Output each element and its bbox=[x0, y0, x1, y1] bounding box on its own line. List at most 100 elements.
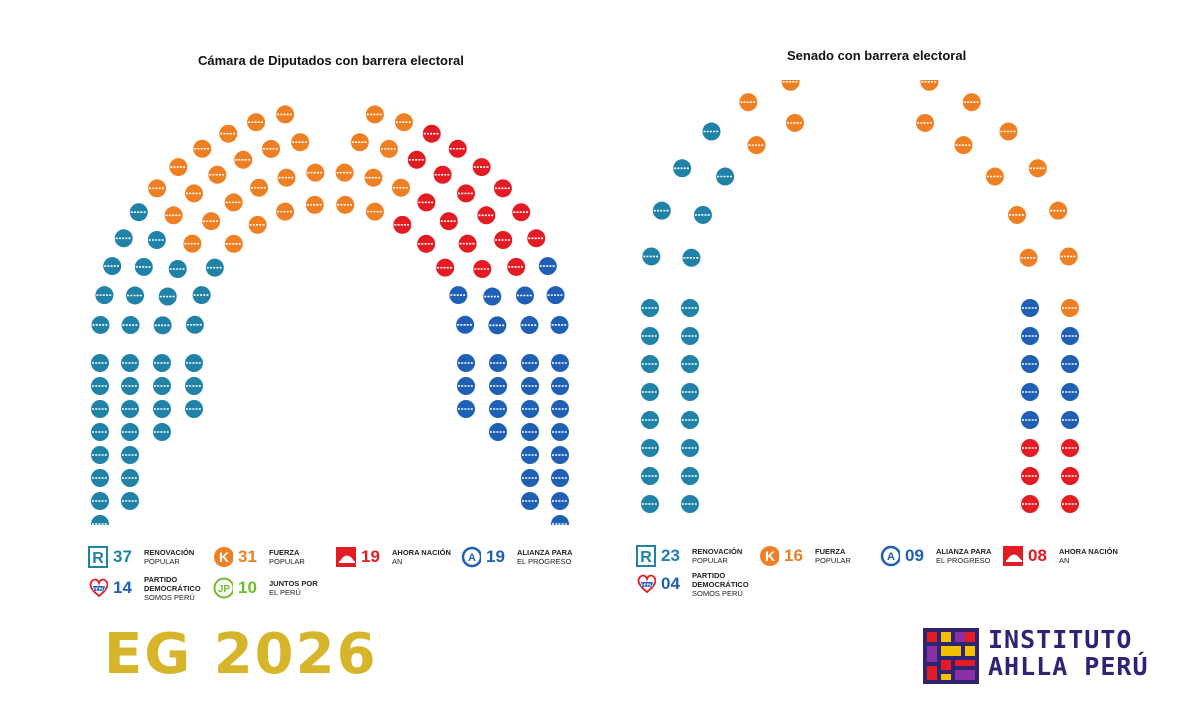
event-label: EG 2026 bbox=[104, 622, 378, 687]
seat-16 bbox=[153, 377, 171, 395]
legend-party-name: AHORA NACIÓN AN bbox=[392, 548, 451, 566]
seat-27 bbox=[920, 80, 939, 91]
legend-seats: 19 bbox=[486, 547, 505, 566]
legend-party-name: RENOVACIÓN POPULAR bbox=[692, 547, 743, 565]
seat-24 bbox=[153, 316, 172, 335]
seat-11 bbox=[121, 400, 139, 418]
seat-90 bbox=[515, 286, 534, 305]
seat-26 bbox=[781, 80, 800, 91]
seat-89 bbox=[483, 287, 502, 306]
ahora-hat-icon bbox=[336, 546, 356, 568]
seat-32 bbox=[168, 260, 187, 279]
seat-70 bbox=[393, 215, 412, 234]
legend-party-name: RENOVACIÓN POPULAR bbox=[144, 548, 195, 566]
seat-7 bbox=[91, 423, 109, 441]
seat-105 bbox=[521, 400, 539, 418]
seat-38 bbox=[164, 206, 183, 225]
seat-51 bbox=[1021, 467, 1039, 485]
seat-116 bbox=[521, 492, 539, 510]
seat-17 bbox=[185, 377, 203, 395]
seat-37 bbox=[1059, 247, 1078, 266]
legend-item-renovacion: R 23 RENOVACIÓN POPULAR bbox=[636, 543, 742, 569]
seat-103 bbox=[457, 377, 475, 395]
seat-dot bbox=[91, 515, 109, 525]
seat-31 bbox=[134, 257, 153, 276]
seat-48 bbox=[1061, 439, 1079, 457]
seat-47 bbox=[248, 215, 267, 234]
seat-65 bbox=[394, 113, 413, 132]
svg-text:K: K bbox=[219, 549, 229, 565]
legend-seats: 19 bbox=[361, 547, 380, 566]
seat-29 bbox=[103, 257, 122, 276]
seat-13 bbox=[185, 400, 203, 418]
seat-78 bbox=[493, 179, 512, 198]
seat-69 bbox=[422, 124, 441, 143]
svg-text:PERÚ: PERÚ bbox=[93, 585, 106, 591]
seat-39 bbox=[1021, 299, 1039, 317]
seat-4 bbox=[641, 439, 659, 457]
seat-3 bbox=[681, 467, 699, 485]
seat-15 bbox=[121, 377, 139, 395]
seat-114 bbox=[521, 469, 539, 487]
seat-45 bbox=[208, 165, 227, 184]
seat-93 bbox=[488, 316, 507, 335]
seat-dot bbox=[551, 515, 569, 525]
seat-32 bbox=[985, 167, 1004, 186]
seat-6 bbox=[641, 411, 659, 429]
seat-21 bbox=[716, 167, 735, 186]
legend-party-name: PARTIDO DEMOCRÁTICO SOMOS PERÚ bbox=[144, 574, 201, 602]
seat-104 bbox=[551, 400, 569, 418]
svg-text:A: A bbox=[468, 552, 476, 564]
seat-dot bbox=[781, 80, 800, 91]
seat-4 bbox=[121, 469, 139, 487]
seat-64 bbox=[379, 139, 398, 158]
seat-41 bbox=[224, 234, 243, 253]
seat-18 bbox=[91, 354, 109, 372]
seat-52 bbox=[247, 113, 266, 132]
diputados-hemicycle bbox=[91, 105, 569, 525]
seat-45 bbox=[1021, 383, 1039, 401]
seat-49 bbox=[234, 150, 253, 169]
seat-42 bbox=[184, 184, 203, 203]
seat-12 bbox=[153, 400, 171, 418]
seat-14 bbox=[91, 377, 109, 395]
seat-38 bbox=[1061, 299, 1079, 317]
legend-item-fuerza: K 16 FUERZA POPULAR bbox=[759, 543, 851, 569]
seat-84 bbox=[527, 229, 546, 248]
seat-2 bbox=[121, 492, 139, 510]
seat-77 bbox=[417, 234, 436, 253]
seat-23 bbox=[747, 136, 766, 155]
seat-81 bbox=[512, 203, 531, 222]
legend-seats: 08 bbox=[1028, 546, 1047, 565]
seat-16 bbox=[642, 247, 661, 266]
fuerza-logo-icon: K bbox=[213, 546, 233, 568]
seat-17 bbox=[682, 248, 701, 267]
seat-57 bbox=[305, 195, 324, 214]
seat-23 bbox=[121, 316, 140, 335]
seat-86 bbox=[507, 257, 526, 276]
seat-0 bbox=[641, 495, 659, 513]
svg-text:PERÚ: PERÚ bbox=[641, 581, 654, 587]
somos-heart-icon: PERÚ bbox=[636, 573, 656, 595]
seat-25 bbox=[185, 315, 204, 334]
seat-36 bbox=[1019, 248, 1038, 267]
seat-25 bbox=[785, 113, 804, 132]
seat-43 bbox=[1021, 355, 1039, 373]
legend-seats: 16 bbox=[784, 546, 803, 565]
seat-48 bbox=[219, 124, 238, 143]
renovacion-logo-icon: R bbox=[88, 546, 108, 568]
seat-71 bbox=[448, 139, 467, 158]
seat-19 bbox=[121, 354, 139, 372]
seat-1 bbox=[91, 492, 109, 510]
legend-item-juntos: JP 10 JUNTOS POR EL PERÚ bbox=[213, 575, 318, 601]
seat-13 bbox=[681, 327, 699, 345]
legend-seats: 31 bbox=[238, 547, 257, 566]
svg-text:JP: JP bbox=[218, 584, 231, 595]
legend-seats: 04 bbox=[661, 574, 680, 593]
seat-58 bbox=[306, 163, 325, 182]
seat-dot bbox=[920, 80, 939, 91]
legend-party-name: FUERZA POPULAR bbox=[269, 548, 305, 566]
seat-101 bbox=[521, 377, 539, 395]
seat-10 bbox=[641, 355, 659, 373]
alianza-logo-icon: A bbox=[461, 546, 481, 568]
